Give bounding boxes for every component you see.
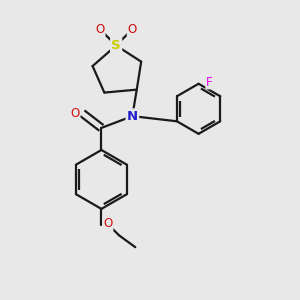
Text: F: F xyxy=(206,76,213,89)
Text: S: S xyxy=(111,39,121,52)
Text: O: O xyxy=(103,217,112,230)
Text: N: N xyxy=(127,110,138,123)
Text: O: O xyxy=(128,23,137,36)
Text: O: O xyxy=(95,23,105,36)
Text: O: O xyxy=(70,107,80,120)
